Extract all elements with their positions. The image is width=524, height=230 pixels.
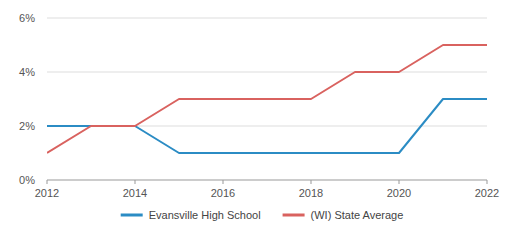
legend-swatch: [121, 214, 143, 217]
legend-label: (WI) State Average: [311, 209, 404, 221]
y-tick-label: 6%: [19, 12, 35, 24]
chart-container: 0% 2% 4% 6% 2012 2014 2016 2018 2020 2022 Evansvil…: [0, 0, 524, 230]
x-tick: [47, 180, 48, 184]
x-tick-label: 2022: [475, 187, 499, 199]
legend-label: Evansville High School: [149, 209, 261, 221]
x-tick: [399, 180, 400, 184]
x-tick-label: 2020: [387, 187, 411, 199]
x-tick-label: 2014: [123, 187, 147, 199]
chart: 0% 2% 4% 6% 2012 2014 2016 2018 2020 2022 Evansvil…: [0, 0, 524, 230]
y-tick-label: 0%: [19, 174, 35, 186]
x-tick: [487, 180, 488, 184]
plot-lines: [47, 45, 487, 153]
legend-swatch: [283, 214, 305, 217]
y-tick-label: 4%: [19, 66, 35, 78]
x-tick-label: 2016: [211, 187, 235, 199]
y-tick-label: 2%: [19, 120, 35, 132]
x-tick-label: 2018: [299, 187, 323, 199]
x-tick: [223, 180, 224, 184]
y-grid-line: [47, 72, 487, 73]
y-axis-baseline: [47, 180, 487, 181]
series-line: [47, 45, 487, 153]
x-tick-label: 2012: [35, 187, 59, 199]
x-tick: [135, 180, 136, 184]
y-grid-line: [47, 18, 487, 19]
x-tick: [311, 180, 312, 184]
